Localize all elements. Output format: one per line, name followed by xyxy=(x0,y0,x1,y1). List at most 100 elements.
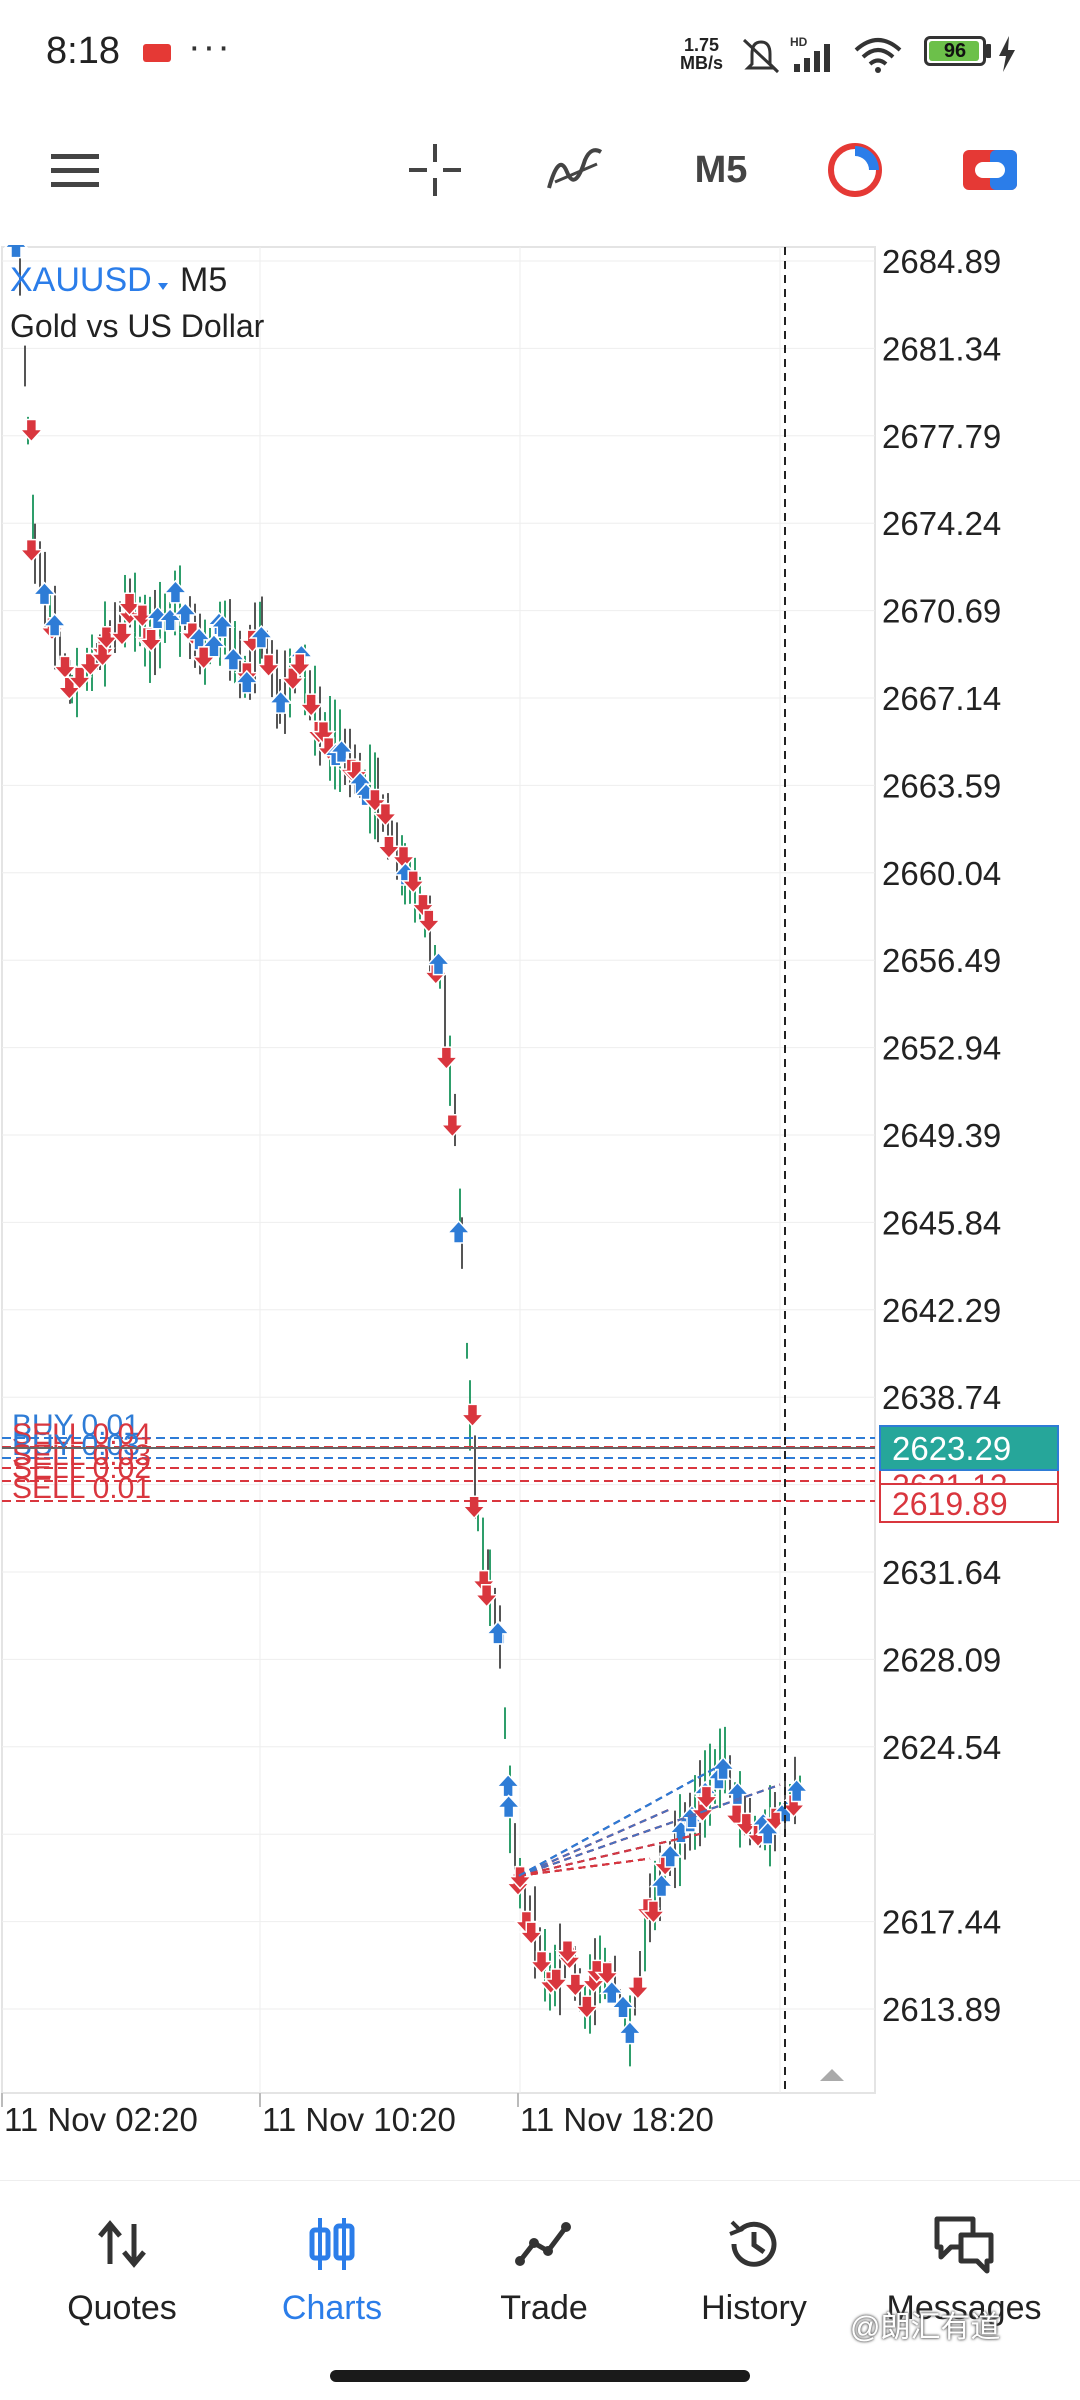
sell-arrow-marker xyxy=(416,909,442,934)
order-line-label: BUY 0.01 xyxy=(12,1409,140,1442)
battery-level-text: 96 xyxy=(943,40,967,62)
trade-icon xyxy=(515,2222,571,2266)
price-axis-label: 2677.79 xyxy=(882,418,1001,455)
sell-arrow-marker xyxy=(507,1865,533,1890)
buy-arrow-marker xyxy=(648,1873,675,1898)
buy-arrow-marker xyxy=(610,1994,636,2019)
price-axis-label: 2684.89 xyxy=(882,245,1001,280)
buy-arrow-marker xyxy=(220,646,247,671)
sell-arrow-marker xyxy=(310,720,337,745)
nav-trade-label: Trade xyxy=(500,2289,588,2327)
history-icon xyxy=(729,2220,777,2267)
buy-arrow-marker xyxy=(445,1219,472,1244)
buy-arrow-marker xyxy=(3,245,29,259)
order-line-label: SELL 0.03 xyxy=(12,1439,151,1472)
nav-messages-label: Messages xyxy=(886,2289,1042,2327)
network-speed: 1.75 MB/s xyxy=(680,36,723,72)
buy-arrow-marker xyxy=(495,1794,522,1819)
price-axis-label: 2613.89 xyxy=(882,1991,1001,2028)
notification-badge-icon xyxy=(143,44,171,62)
price-axis-label: 2652.94 xyxy=(882,1030,1001,1067)
menu-icon xyxy=(51,154,99,187)
sell-arrow-marker xyxy=(362,788,388,813)
scroll-handle-icon xyxy=(820,2069,844,2081)
indicators-icon xyxy=(547,148,603,189)
network-speed-value: 1.75 xyxy=(683,35,720,55)
sell-arrow-marker xyxy=(18,418,45,443)
price-axis-label: 2631.64 xyxy=(882,1554,1001,1591)
buy-arrow-marker xyxy=(201,633,227,658)
sell-arrow-marker xyxy=(343,760,369,785)
trade-connection-line xyxy=(518,1759,731,1877)
buy-arrow-marker xyxy=(328,739,355,764)
status-time: 8:18 xyxy=(46,30,120,72)
current-price-tag xyxy=(879,1425,1059,1471)
buy-arrow-marker xyxy=(617,2020,643,2045)
buy-arrow-marker xyxy=(425,951,452,976)
chart-description: Gold vs US Dollar xyxy=(10,308,265,344)
menu-button[interactable] xyxy=(40,120,110,220)
buy-arrow-marker xyxy=(31,581,58,606)
nav-history[interactable]: History xyxy=(646,2181,862,2361)
time-axis-label: 11 Nov 10:20 xyxy=(262,2101,456,2138)
order-line-label: SELL 0.04 xyxy=(12,1418,151,1451)
one-click-trading-button[interactable] xyxy=(820,120,890,220)
current-price-tag-text: 2623.29 xyxy=(892,1430,1011,1467)
sell-arrow-marker xyxy=(298,693,324,718)
home-indicator[interactable] xyxy=(330,2370,750,2382)
sell-arrow-marker xyxy=(554,1939,581,1964)
indicators-button[interactable] xyxy=(540,120,610,220)
sell-arrow-marker xyxy=(109,622,135,647)
price-axis-label: 2660.04 xyxy=(882,855,1001,892)
sell-arrow-marker xyxy=(470,1569,497,1594)
sell-arrow-marker xyxy=(543,1968,569,1993)
nav-history-label: History xyxy=(701,2289,807,2327)
battery-level xyxy=(929,41,979,61)
sell-arrow-marker xyxy=(459,1403,486,1428)
chart-toolbar: M5 xyxy=(0,120,1080,220)
sell-arrow-marker xyxy=(625,1976,651,2000)
buy-arrow-marker xyxy=(172,601,198,626)
sell-arrow-marker xyxy=(116,592,143,617)
sell-arrow-marker xyxy=(372,802,399,827)
nav-charts-label: Charts xyxy=(281,2289,383,2327)
sell-arrow-marker xyxy=(138,628,164,653)
sell-arrow-marker xyxy=(528,1950,555,1975)
price-axis-label: 2663.59 xyxy=(882,767,1001,804)
trade-markers xyxy=(3,245,810,2045)
price-axis-label: 2670.69 xyxy=(882,593,1001,630)
buy-arrow-marker xyxy=(485,1620,511,1645)
nav-quotes-label: Quotes xyxy=(67,2289,177,2327)
nav-messages[interactable]: Messages xyxy=(856,2181,1072,2361)
trade-toggle-button[interactable] xyxy=(955,120,1025,220)
trade-toggle-icon xyxy=(963,150,1017,190)
buy-arrow-marker xyxy=(209,614,235,638)
price-axis-label: 2628.09 xyxy=(882,1641,1001,1678)
nav-charts[interactable]: Charts xyxy=(224,2181,440,2361)
buy-arrow-marker xyxy=(162,579,189,604)
quotes-icon xyxy=(98,2220,146,2268)
nav-quotes[interactable]: Quotes xyxy=(14,2181,230,2361)
price-chart[interactable]: 2684.89 2681.34 2677.79 2674.24 2670.69 2667.… xyxy=(0,245,1080,2140)
svg-text:HD: HD xyxy=(790,35,808,49)
sell-arrow-marker xyxy=(518,1921,544,1946)
timeframe-button[interactable]: M5 xyxy=(676,120,766,220)
sell-arrow-marker xyxy=(287,652,313,677)
more-notifications-icon: ··· xyxy=(188,26,232,68)
sell-arrow-marker xyxy=(66,666,93,691)
sell-arrow-marker xyxy=(640,1900,667,1925)
sell-arrow-marker xyxy=(410,893,436,918)
sell-arrow-marker xyxy=(693,1785,720,1810)
price-axis-label: 2667.14 xyxy=(882,680,1001,717)
order-line-label: SELL 0.02 xyxy=(12,1452,151,1485)
price-axis-label: 2656.49 xyxy=(882,942,1001,979)
battery-icon: 96 xyxy=(924,36,986,66)
nav-trade[interactable]: Trade xyxy=(436,2181,652,2361)
buy-arrow-marker xyxy=(668,1819,694,1844)
buy-arrow-marker xyxy=(248,624,275,649)
buy-arrow-marker xyxy=(783,1778,810,1803)
crosshair-button[interactable] xyxy=(400,120,470,220)
sell-arrow-marker xyxy=(461,1495,487,1520)
hd-signal-icon: HD xyxy=(790,35,830,72)
status-bar: 8:18 ··· 1.75 MB/s HD 96 xyxy=(0,0,1080,110)
